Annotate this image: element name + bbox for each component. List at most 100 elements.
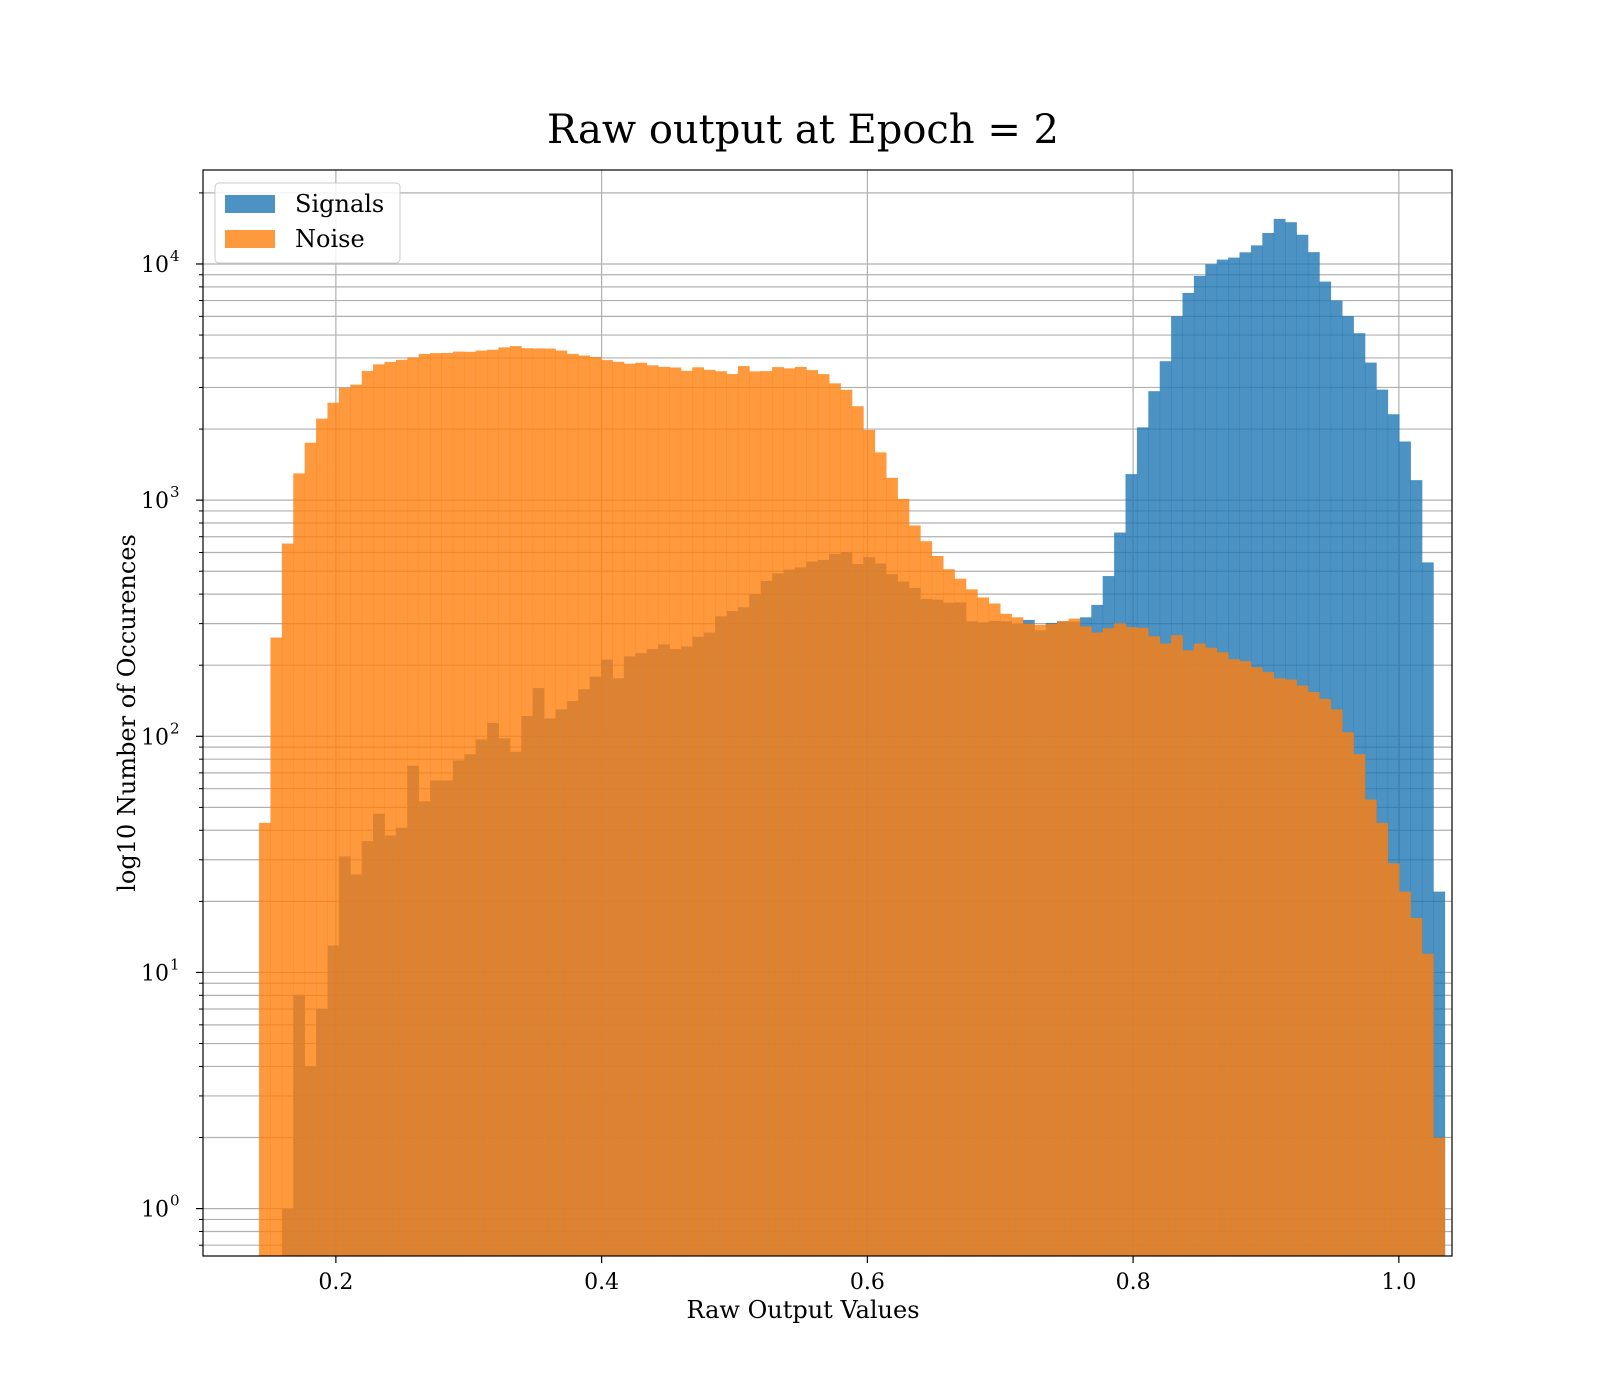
- histogram-bar: [783, 368, 796, 1256]
- histogram-bar: [430, 353, 442, 1256]
- histogram-bar: [703, 369, 716, 1256]
- histogram-bar: [726, 374, 739, 1256]
- y-tick-label: 10: [141, 725, 169, 750]
- legend-swatch-noise: [225, 230, 275, 248]
- histogram-bar: [1262, 672, 1275, 1256]
- histogram-bar: [1410, 918, 1423, 1256]
- histogram-bar: [1421, 953, 1434, 1256]
- histogram-bar: [281, 543, 294, 1256]
- histogram-bar: [749, 371, 762, 1256]
- x-tick-label: 0.2: [318, 1270, 353, 1295]
- histogram-bar: [316, 418, 328, 1256]
- histogram-bar: [1296, 685, 1309, 1256]
- histogram-bar: [977, 597, 990, 1256]
- histogram-bar: [1011, 617, 1024, 1256]
- histogram-bar: [1342, 732, 1354, 1256]
- x-tick-label: 0.8: [1116, 1270, 1151, 1295]
- histogram-bar: [965, 589, 978, 1256]
- y-tick-exponent: 1: [170, 955, 180, 973]
- histogram-bar: [395, 359, 408, 1256]
- series-noise: [259, 346, 1446, 1257]
- histogram-bar: [338, 387, 351, 1256]
- histogram-bar: [350, 384, 363, 1256]
- histogram-bar: [1433, 1137, 1446, 1256]
- histogram-bar: [1307, 692, 1320, 1256]
- histogram-bar: [1079, 626, 1092, 1256]
- plot-frame: [202, 169, 1453, 1257]
- histogram-bar: [1376, 389, 1389, 1257]
- histogram-bar: [1285, 679, 1297, 1256]
- histogram-bar: [407, 357, 420, 1257]
- histogram-bar: [1022, 623, 1035, 1256]
- histogram-bar: [851, 406, 864, 1256]
- histogram-bar: [646, 365, 659, 1256]
- histogram-bar: [1250, 667, 1263, 1256]
- histogram-bar: [566, 353, 579, 1256]
- histogram-bar: [452, 351, 465, 1256]
- histogram-bar: [886, 477, 898, 1257]
- histogram-bar: [988, 603, 1001, 1256]
- histogram-bar: [384, 361, 397, 1257]
- histogram-bar: [1136, 627, 1149, 1256]
- histogram-bar: [1421, 562, 1434, 1256]
- histogram-bar: [1034, 625, 1047, 1256]
- histogram-bar: [1399, 891, 1411, 1256]
- histogram-bar: [304, 442, 317, 1256]
- histogram-bar: [635, 362, 648, 1256]
- histogram-bar: [521, 348, 534, 1257]
- histogram-bar: [1353, 754, 1366, 1256]
- histogram-bar: [737, 366, 750, 1257]
- histogram-bar: [863, 429, 876, 1256]
- histogram-bar: [931, 556, 944, 1256]
- histogram-bar: [601, 360, 613, 1257]
- legend-label-noise: Noise: [295, 225, 365, 253]
- histogram-bar: [1239, 661, 1252, 1256]
- histogram-bar: [1399, 441, 1411, 1256]
- histogram-bar: [418, 353, 431, 1257]
- histogram-bar: [715, 371, 727, 1257]
- histogram-bar: [544, 348, 556, 1256]
- histogram-bar: [1319, 698, 1332, 1256]
- histogram-bar: [293, 473, 306, 1256]
- y-tick-label: 10: [141, 1198, 169, 1223]
- histogram-bar: [1057, 621, 1069, 1256]
- histogram-bar: [589, 356, 602, 1257]
- histogram-bar: [1376, 822, 1389, 1256]
- histogram-bar: [794, 366, 807, 1256]
- histogram-bar: [498, 347, 511, 1257]
- x-axis-label: Raw Output Values: [686, 1296, 919, 1324]
- histogram-bar: [874, 452, 887, 1256]
- histogram-bar: [908, 525, 921, 1256]
- x-tick-label: 0.4: [584, 1270, 619, 1295]
- histogram-bar: [954, 578, 967, 1256]
- y-tick-exponent: 0: [170, 1192, 180, 1210]
- histogram-bar: [1102, 628, 1115, 1256]
- y-tick-label: 10: [141, 489, 169, 514]
- histogram-bar: [1228, 659, 1240, 1256]
- histogram-bar: [1159, 643, 1172, 1256]
- histogram-bar: [772, 367, 784, 1257]
- histogram-bar: [1148, 636, 1161, 1256]
- histogram-bar: [1091, 632, 1104, 1256]
- y-tick-exponent: 2: [170, 719, 180, 737]
- histogram-bar: [760, 371, 773, 1256]
- histogram-bar: [1433, 891, 1446, 1256]
- x-tick-label: 0.6: [850, 1270, 885, 1295]
- histogram-bar: [373, 364, 385, 1257]
- histogram-bar: [680, 370, 693, 1256]
- histogram-bar: [692, 367, 705, 1256]
- histogram-bar: [897, 498, 910, 1256]
- histogram-bar: [623, 363, 636, 1256]
- y-tick-label: 10: [141, 253, 169, 278]
- histogram-bar: [578, 355, 591, 1256]
- y-tick-exponent: 3: [170, 483, 180, 501]
- histogram-bar: [1387, 414, 1400, 1256]
- histogram-bar: [840, 389, 853, 1256]
- histogram-bar: [1273, 678, 1286, 1256]
- histogram-bar: [1114, 623, 1126, 1256]
- histogram-bar: [817, 374, 830, 1257]
- legend: Signals Noise: [214, 182, 401, 264]
- histogram-bar: [475, 350, 488, 1257]
